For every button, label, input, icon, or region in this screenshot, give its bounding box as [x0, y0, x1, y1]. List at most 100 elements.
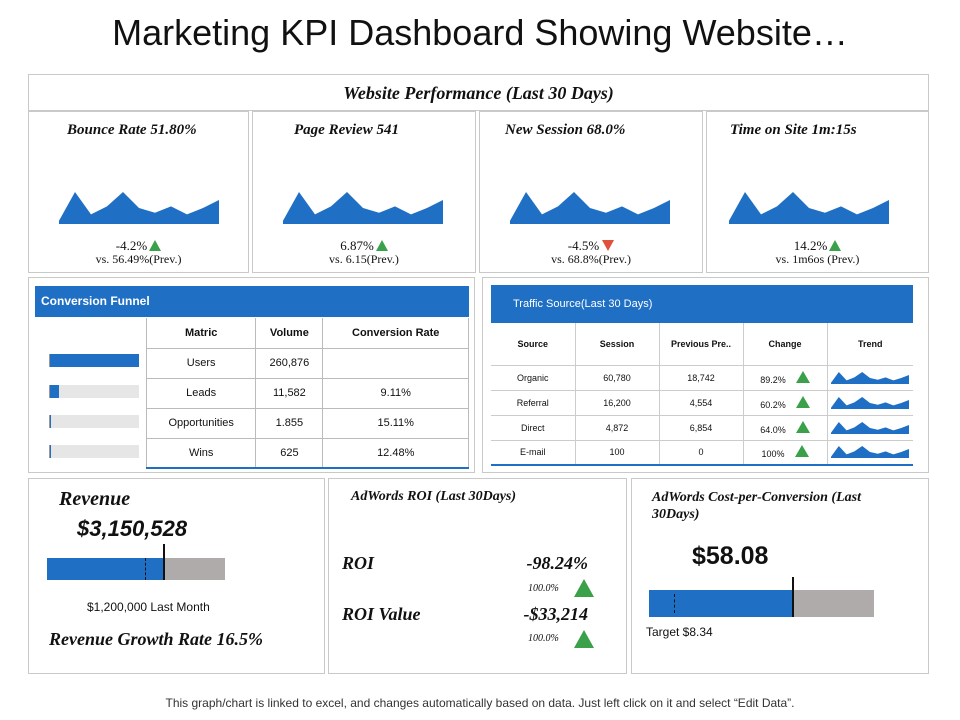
cell-source: Organic [491, 365, 576, 391]
sparkline-area [59, 192, 219, 224]
column-header: Previous Pre.. [659, 323, 744, 366]
trend-up-icon [795, 395, 810, 408]
cell-change: 89.2% [743, 365, 828, 391]
revenue-amount: $3,150,528 [77, 516, 188, 541]
table-row: Direct 4,872 6,854 64.0% [491, 415, 913, 441]
trend-up-icon [574, 579, 594, 597]
column-header: Session [575, 323, 660, 366]
cell-volume: 625 [255, 438, 324, 469]
table-row: Organic 60,780 18,742 89.2% [491, 365, 913, 391]
revenue-growth-rate: Revenue Growth Rate 16.5% [49, 629, 263, 649]
cell-source: E-mail [491, 440, 576, 466]
sparkline-area [831, 371, 910, 384]
kpi-title: Page Review 541 [294, 122, 399, 138]
table-row: E-mail 100 0 100% [491, 440, 913, 466]
cell-source: Direct [491, 415, 576, 441]
cell-previous: 0 [659, 440, 744, 466]
roi-value-percent: 100.0% [528, 633, 559, 644]
column-header: Trend [827, 323, 913, 366]
funnel-bar-opportunities [49, 415, 139, 428]
column-header: Conversion Rate [322, 318, 469, 349]
kpi-delta: 14.2% [707, 238, 928, 254]
sparkline-area [283, 192, 443, 224]
cell-volume: 11,582 [255, 378, 324, 409]
cell-trend [827, 390, 913, 416]
funnel-bar-users [49, 354, 139, 367]
target-marker [673, 594, 675, 613]
cell-trend [827, 365, 913, 391]
table-row: Users 260,876 [145, 348, 469, 379]
current-marker [163, 544, 166, 580]
table-row: Referral 16,200 4,554 60.2% [491, 390, 913, 416]
kpi-card-page-review[interactable]: Page Review 541 6.87% vs. 6.15(Prev.) [252, 111, 476, 273]
kpi-card-new-session[interactable]: New Session 68.0% -4.5% vs. 68.8%(Prev.) [479, 111, 703, 273]
current-marker [792, 577, 794, 617]
page-title: Marketing KPI Dashboard Showing Website… [112, 12, 848, 53]
cell-volume: 260,876 [255, 348, 324, 379]
cell-metric: Opportunities [145, 408, 257, 439]
footnote: This graph/chart is linked to excel, and… [165, 696, 795, 710]
cpc-target: Target $8.34 [646, 625, 713, 639]
table-row: Opportunities 1.855 15.11% [145, 408, 469, 439]
column-header: Matric [145, 318, 257, 349]
kpi-card-bounce-rate[interactable]: Bounce Rate 51.80% -4.2% vs. 56.49%(Prev… [28, 111, 249, 273]
column-header: Source [491, 323, 576, 366]
sparkline-area [831, 446, 910, 459]
trend-up-icon [795, 420, 810, 433]
revenue-progress-fill [47, 558, 165, 580]
kpi-delta: -4.5% [480, 238, 702, 254]
cell-session: 60,780 [575, 365, 660, 391]
cell-change: 64.0% [743, 415, 828, 441]
revenue-panel: Revenue $3,150,528 $1,200,000 Last Month… [28, 478, 325, 674]
sparkline-area [729, 192, 889, 224]
sparkline-chart [510, 192, 670, 224]
cell-session: 16,200 [575, 390, 660, 416]
revenue-last-month: $1,200,000 Last Month [87, 600, 210, 614]
trend-up-icon [829, 240, 842, 251]
cell-session: 100 [575, 440, 660, 466]
sparkline-chart [831, 396, 910, 409]
roi-value-label: ROI Value [342, 604, 421, 624]
funnel-bar-leads [49, 385, 139, 398]
kpi-previous: vs. 56.49%(Prev.) [95, 252, 182, 266]
adwords-cpc-panel: AdWords Cost-per-Conversion (Last 30Days… [631, 478, 929, 674]
revenue-title: Revenue [59, 488, 131, 510]
kpi-card-time-on-site[interactable]: Time on Site 1m:15s 14.2% vs. 1m6os (Pre… [706, 111, 929, 273]
trend-up-icon [375, 240, 388, 251]
kpi-title: New Session 68.0% [505, 122, 626, 138]
sparkline-chart [283, 192, 443, 224]
last-month-marker [144, 558, 146, 580]
roi-percent: 100.0% [528, 583, 559, 594]
cell-source: Referral [491, 390, 576, 416]
revenue-progress-bar [47, 544, 225, 580]
adwords-cpc-title: AdWords Cost-per-Conversion (Last 30Days… [652, 490, 861, 522]
trend-down-icon [602, 240, 615, 251]
cell-rate [322, 348, 469, 379]
adwords-roi-title: AdWords ROI (Last 30Days) [351, 489, 517, 504]
cell-session: 4,872 [575, 415, 660, 441]
conversion-funnel-header: Conversion Funnel [35, 286, 469, 317]
cell-metric: Leads [145, 378, 257, 409]
kpi-title: Time on Site 1m:15s [730, 122, 857, 138]
cell-volume: 1.855 [255, 408, 324, 439]
cell-change: 60.2% [743, 390, 828, 416]
cell-metric: Users [145, 348, 257, 379]
trend-up-icon [149, 240, 162, 251]
sparkline-chart [831, 446, 910, 459]
cpc-progress-fill [649, 590, 793, 617]
cpc-amount: $58.08 [692, 542, 769, 570]
cell-rate: 9.11% [322, 378, 469, 409]
conversion-funnel-table: Matric Volume Conversion Rate Users 260,… [145, 318, 469, 469]
sparkline-area [510, 192, 670, 224]
traffic-source-table: Source Session Previous Pre.. Change Tre… [491, 323, 913, 466]
sparkline-chart [831, 421, 910, 434]
cell-previous: 4,554 [659, 390, 744, 416]
table-row: Wins 625 12.48% [145, 438, 469, 469]
kpi-delta: 6.87% [253, 238, 475, 254]
column-header: Volume [255, 318, 324, 349]
table-row: Leads 11,582 9.11% [145, 378, 469, 409]
trend-up-icon [794, 445, 809, 458]
cell-previous: 6,854 [659, 415, 744, 441]
kpi-title: Bounce Rate 51.80% [67, 122, 197, 138]
conversion-funnel-panel: Conversion Funnel Matric Volume Conversi… [28, 277, 475, 473]
